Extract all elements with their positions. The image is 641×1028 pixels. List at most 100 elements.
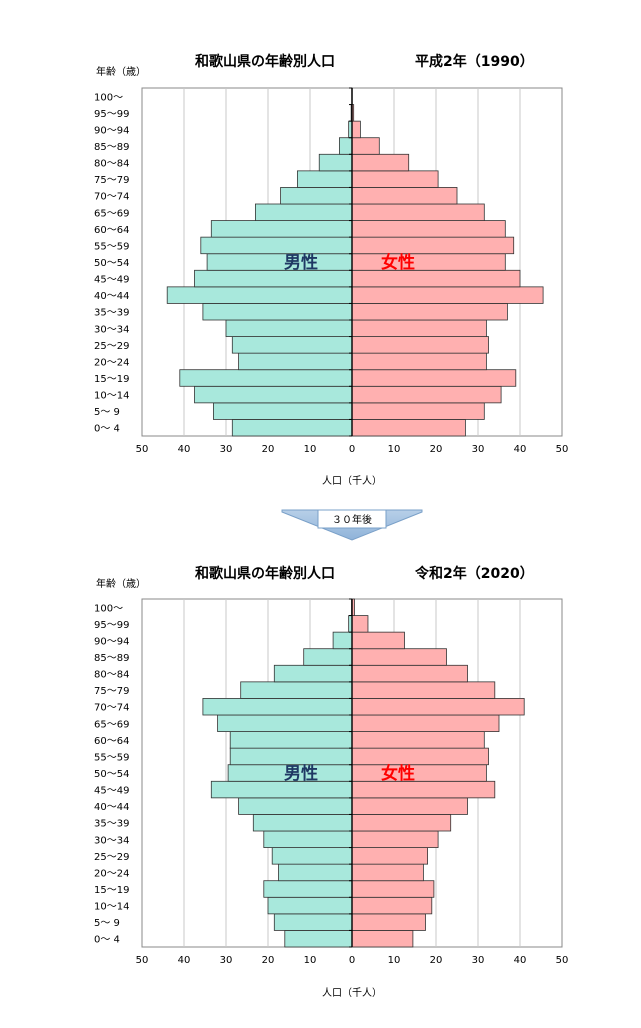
- age-tick-label: 10～14: [94, 391, 129, 402]
- age-tick-label: 65～69: [94, 208, 129, 219]
- x-tick-label: 20: [430, 955, 443, 966]
- bar-male-1: [213, 403, 352, 420]
- bar-male-15: [241, 682, 352, 699]
- age-tick-label: 55～59: [94, 752, 129, 763]
- age-tick-label: 60～64: [94, 225, 129, 236]
- bar-female-3: [352, 370, 516, 387]
- bar-female-12: [352, 221, 505, 238]
- x-axis-label: 人口（千人）: [322, 987, 382, 999]
- bar-male-14: [203, 698, 352, 715]
- bar-female-12: [352, 732, 484, 749]
- x-tick-label: 40: [178, 444, 191, 455]
- age-tick-label: 40～44: [94, 802, 129, 813]
- age-tick-label: 35～39: [94, 819, 129, 830]
- bar-female-16: [352, 665, 468, 682]
- bar-female-11: [352, 237, 514, 254]
- x-tick-label: 50: [136, 955, 149, 966]
- bar-female-7: [352, 814, 451, 831]
- bar-male-13: [255, 204, 352, 221]
- bar-male-7: [203, 303, 352, 320]
- bar-female-9: [352, 781, 495, 798]
- bar-male-12: [230, 732, 352, 749]
- bar-female-14: [352, 187, 457, 204]
- age-tick-label: 75～79: [94, 175, 129, 186]
- x-tick-label: 30: [220, 955, 233, 966]
- x-tick-label: 10: [304, 955, 317, 966]
- age-tick-label: 15～19: [94, 374, 129, 385]
- bar-female-18: [352, 121, 360, 138]
- x-axis-label: 人口（千人）: [322, 475, 382, 487]
- bar-male-2: [268, 897, 352, 914]
- age-tick-label: 5～ 9: [94, 407, 120, 418]
- bar-male-9: [211, 781, 352, 798]
- bar-female-4: [352, 864, 423, 881]
- x-tick-label: 10: [388, 444, 401, 455]
- bar-male-16: [274, 665, 352, 682]
- bar-male-0: [232, 419, 352, 436]
- bar-male-1: [274, 914, 352, 931]
- age-tick-label: 90～94: [94, 125, 129, 136]
- bar-female-0: [352, 930, 413, 947]
- bar-male-5: [232, 337, 352, 354]
- x-tick-label: 10: [304, 444, 317, 455]
- bar-female-18: [352, 632, 405, 649]
- bar-female-3: [352, 881, 434, 898]
- bar-male-16: [319, 154, 352, 171]
- age-tick-label: 35～39: [94, 308, 129, 319]
- bar-female-10: [352, 765, 486, 782]
- bar-male-15: [297, 171, 352, 188]
- chart-title: 和歌山県の年齢別人口: [195, 565, 335, 582]
- bar-male-12: [211, 221, 352, 238]
- age-tick-label: 10～14: [94, 902, 129, 913]
- x-tick-label: 40: [514, 955, 527, 966]
- bar-male-7: [253, 814, 352, 831]
- legend-female: 女性: [381, 763, 415, 784]
- bar-female-13: [352, 204, 484, 221]
- bar-female-14: [352, 698, 524, 715]
- bar-male-8: [239, 798, 352, 815]
- bar-female-16: [352, 154, 409, 171]
- bar-female-2: [352, 897, 432, 914]
- age-tick-label: 50～54: [94, 258, 129, 269]
- bar-male-10: [207, 254, 352, 271]
- bar-male-5: [272, 848, 352, 865]
- age-tick-label: 70～74: [94, 192, 129, 203]
- age-tick-label: 95～99: [94, 620, 129, 631]
- age-tick-label: 90～94: [94, 636, 129, 647]
- age-tick-label: 85～89: [94, 142, 129, 153]
- age-tick-label: 20～24: [94, 868, 129, 879]
- age-tick-label: 0～ 4: [94, 935, 120, 946]
- bar-male-8: [167, 287, 352, 304]
- age-tick-label: 50～54: [94, 769, 129, 780]
- bar-male-3: [264, 881, 352, 898]
- bar-female-2: [352, 386, 501, 403]
- legend-male: 男性: [284, 763, 318, 784]
- bar-male-2: [195, 386, 353, 403]
- chart-title-era: 令和2年（2020）: [414, 565, 534, 582]
- bar-female-0: [352, 419, 465, 436]
- age-tick-label: 30～34: [94, 324, 129, 335]
- bar-male-17: [339, 138, 352, 155]
- bar-male-18: [333, 632, 352, 649]
- legend-female: 女性: [381, 252, 415, 273]
- legend-male: 男性: [284, 252, 318, 273]
- bar-female-8: [352, 798, 468, 815]
- y-axis-label: 年齢（歳）: [96, 577, 146, 590]
- age-tick-label: 85～89: [94, 653, 129, 664]
- bar-female-8: [352, 287, 543, 304]
- bar-male-11: [230, 748, 352, 765]
- x-tick-label: 10: [388, 955, 401, 966]
- age-tick-label: 75～79: [94, 686, 129, 697]
- x-tick-label: 50: [556, 444, 569, 455]
- x-tick-label: 30: [472, 444, 485, 455]
- x-tick-label: 0: [349, 955, 355, 966]
- x-tick-label: 20: [262, 444, 275, 455]
- bar-male-6: [226, 320, 352, 337]
- bar-female-5: [352, 337, 489, 354]
- bar-male-14: [281, 187, 352, 204]
- bar-female-11: [352, 748, 489, 765]
- chart-title-era: 平成2年（1990）: [415, 53, 534, 70]
- age-tick-label: 70～74: [94, 703, 129, 714]
- bar-male-11: [201, 237, 352, 254]
